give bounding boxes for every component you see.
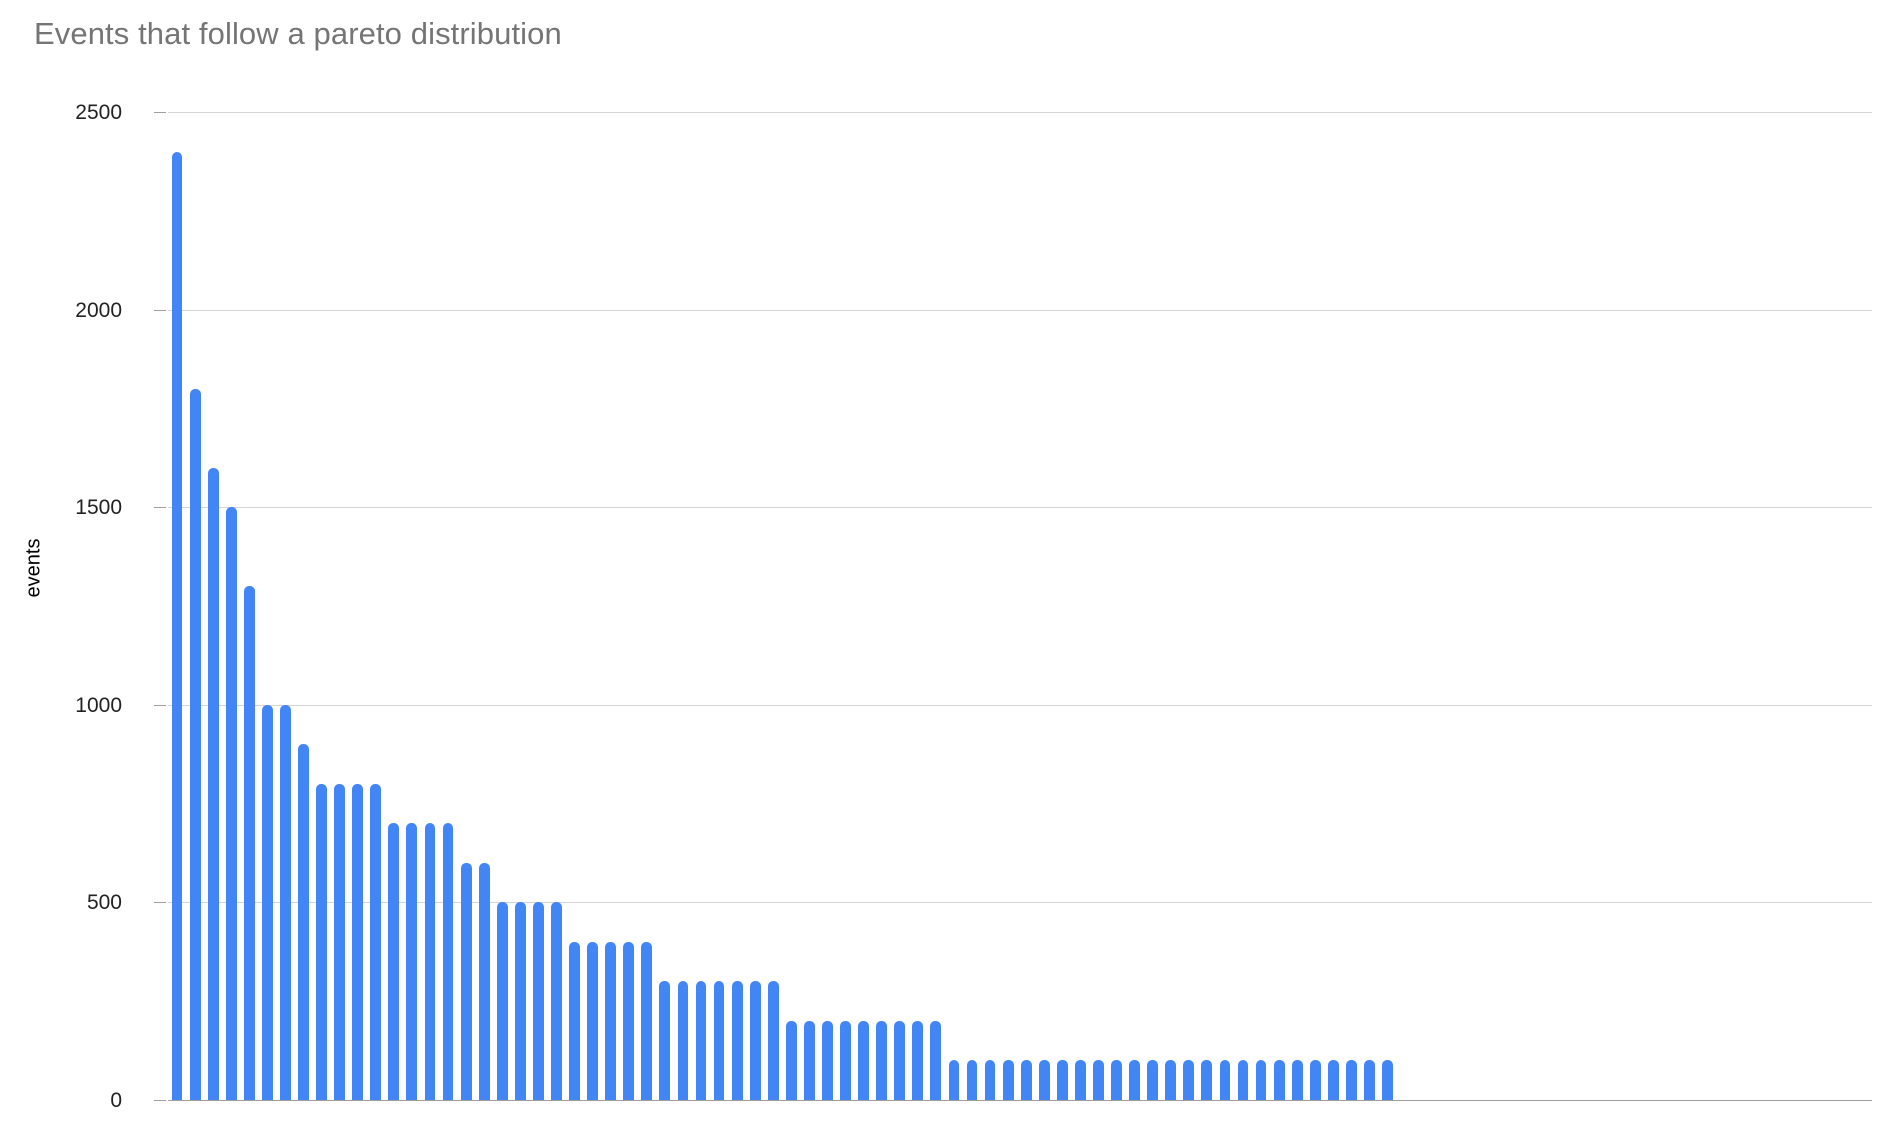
y-axis-label: events: [22, 538, 45, 598]
bar[interactable]: [587, 941, 598, 1100]
y-tick-mark: [154, 112, 166, 113]
y-tick-label: 2000: [75, 298, 122, 322]
bar[interactable]: [713, 981, 725, 1100]
y-tick-mark: [154, 309, 166, 311]
y-tick-mark: [154, 902, 166, 904]
bar[interactable]: [478, 862, 490, 1100]
bar[interactable]: [749, 981, 761, 1100]
gridline: [168, 902, 1872, 904]
bars-group: [168, 112, 1872, 1100]
bar[interactable]: [1327, 1060, 1339, 1100]
bar[interactable]: [551, 902, 562, 1100]
bar[interactable]: [894, 1020, 906, 1100]
bar[interactable]: [695, 981, 707, 1100]
bar[interactable]: [406, 823, 418, 1100]
bar[interactable]: [984, 1060, 996, 1100]
bar[interactable]: [225, 507, 237, 1100]
bar[interactable]: [1002, 1060, 1014, 1100]
bar[interactable]: [966, 1060, 978, 1100]
bar[interactable]: [1056, 1060, 1068, 1100]
bar[interactable]: [803, 1020, 815, 1100]
bar[interactable]: [641, 941, 653, 1100]
bar[interactable]: [1382, 1060, 1393, 1100]
bar[interactable]: [1273, 1060, 1285, 1100]
bar[interactable]: [930, 1020, 942, 1100]
bar[interactable]: [1183, 1060, 1195, 1100]
y-tick-mark: [154, 507, 166, 509]
bar[interactable]: [1255, 1060, 1267, 1100]
y-tick-mark: [154, 704, 166, 706]
y-tick-label: 2500: [75, 101, 122, 124]
bar[interactable]: [532, 902, 544, 1100]
bar[interactable]: [496, 902, 508, 1100]
bar[interactable]: [207, 467, 219, 1100]
bar[interactable]: [460, 862, 472, 1100]
bar[interactable]: [1309, 1060, 1321, 1100]
gridline: [168, 704, 1872, 706]
bar[interactable]: [1165, 1060, 1177, 1100]
bar[interactable]: [1237, 1060, 1249, 1100]
gridline: [168, 112, 1872, 113]
bar[interactable]: [1093, 1060, 1104, 1100]
bar[interactable]: [912, 1020, 924, 1100]
bar[interactable]: [388, 823, 400, 1100]
bar[interactable]: [677, 981, 689, 1100]
bar[interactable]: [316, 783, 327, 1100]
bar[interactable]: [659, 981, 671, 1100]
bar[interactable]: [514, 902, 526, 1100]
bar[interactable]: [767, 981, 779, 1100]
bar[interactable]: [1038, 1060, 1050, 1100]
y-tick-label: 500: [86, 891, 122, 915]
bar[interactable]: [1345, 1060, 1357, 1100]
bar[interactable]: [623, 941, 635, 1100]
y-tick-label: 1000: [75, 693, 122, 717]
bar[interactable]: [298, 744, 309, 1100]
bar[interactable]: [1364, 1060, 1375, 1100]
bar[interactable]: [1111, 1060, 1122, 1100]
bar[interactable]: [424, 823, 436, 1100]
bar[interactable]: [280, 704, 291, 1100]
bar[interactable]: [189, 388, 201, 1100]
bar[interactable]: [1147, 1060, 1159, 1100]
gridline: [168, 507, 1872, 509]
bar[interactable]: [370, 783, 382, 1100]
bar[interactable]: [948, 1060, 960, 1100]
bar[interactable]: [1291, 1060, 1303, 1100]
axis-baseline: [168, 1100, 1872, 1101]
y-tick-label: 1500: [75, 496, 122, 520]
bar[interactable]: [876, 1020, 888, 1100]
bar[interactable]: [785, 1020, 797, 1100]
bar[interactable]: [858, 1020, 869, 1100]
bar[interactable]: [261, 704, 273, 1100]
bar[interactable]: [1201, 1060, 1213, 1100]
y-tick-label: 0: [110, 1089, 122, 1112]
bar[interactable]: [840, 1020, 851, 1100]
bar[interactable]: [822, 1020, 833, 1100]
bar[interactable]: [171, 151, 183, 1100]
bar[interactable]: [352, 783, 364, 1100]
bar[interactable]: [1129, 1060, 1140, 1100]
bar[interactable]: [1074, 1060, 1086, 1100]
gridline: [168, 309, 1872, 311]
y-tick-mark: [154, 1100, 166, 1101]
bar[interactable]: [442, 823, 454, 1100]
bar[interactable]: [243, 586, 255, 1100]
bar[interactable]: [731, 981, 743, 1100]
bar[interactable]: [569, 941, 580, 1100]
bar[interactable]: [1020, 1060, 1032, 1100]
plot-area: 0 500 1000 1500 2000 2500: [75, 101, 1872, 1112]
bar[interactable]: [605, 941, 617, 1100]
bar[interactable]: [334, 783, 346, 1100]
chart-title: Events that follow a pareto distribution: [34, 16, 562, 51]
bar[interactable]: [1219, 1060, 1231, 1100]
